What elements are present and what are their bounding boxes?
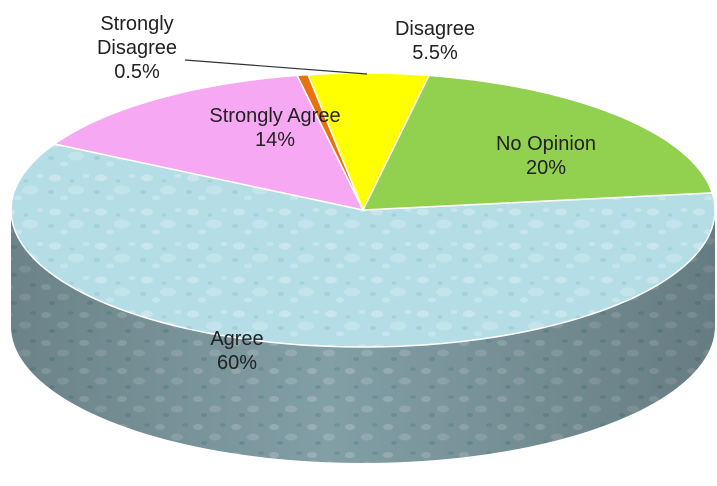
pie-label-value-agree: 60% [217, 352, 257, 374]
pie-label-name-strongly-disagree-0: Strongly [100, 13, 173, 35]
pie-leader-lines [184, 59, 368, 75]
pie-label-name-disagree: Disagree [395, 18, 475, 40]
pie-label-name-strongly-agree: Strongly Agree [209, 105, 340, 127]
pie-label-value-strongly-agree: 14% [255, 129, 295, 151]
pie-slice-disagree [307, 72, 430, 211]
pie-side-wall [11, 210, 715, 463]
pie-label-name-strongly-disagree-1: Disagree [97, 37, 177, 59]
pie-slice-strongly-agree [53, 74, 364, 211]
pie-label-value-no-opinion: 20% [526, 157, 566, 179]
pie-slice-no-opinion [362, 74, 713, 211]
pie-label-value-strongly-disagree: 0.5% [114, 61, 160, 83]
pie-slice-texture-agree [11, 144, 715, 347]
pie-label-value-disagree: 5.5% [412, 42, 458, 64]
pie-label-name-no-opinion: No Opinion [496, 133, 596, 155]
leader-line-strongly-disagree [184, 59, 368, 75]
pie-top-face [10, 72, 716, 348]
pie-label-name-agree: Agree [210, 328, 263, 350]
pie-side-shade-agree [11, 210, 715, 463]
